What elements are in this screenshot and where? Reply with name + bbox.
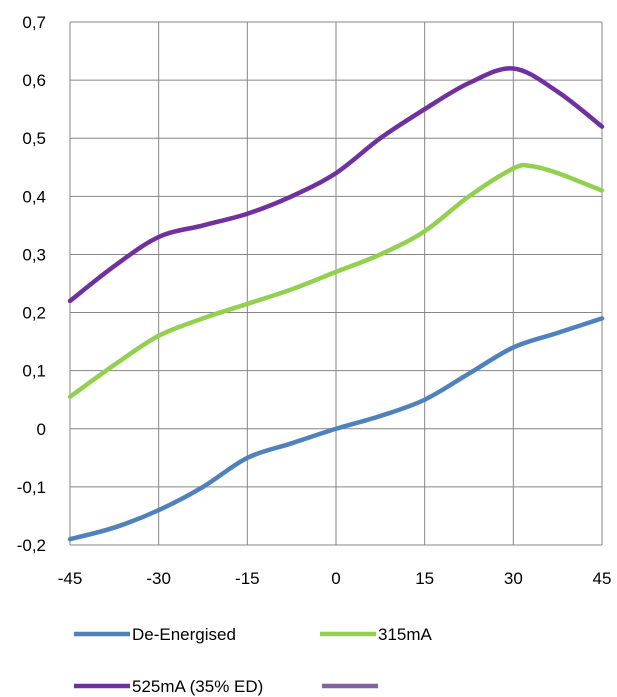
series-line-2 xyxy=(67,66,605,304)
legend-label-2: 525mA (35% ED) xyxy=(132,677,263,696)
legend-label-1: 315mA xyxy=(378,625,433,644)
x-tick-label: -30 xyxy=(146,569,171,588)
x-tick-label: -45 xyxy=(58,569,83,588)
y-tick-label: 0,3 xyxy=(22,245,46,264)
chart-series xyxy=(67,66,605,542)
x-tick-label: 30 xyxy=(504,569,523,588)
x-tick-label: 15 xyxy=(415,569,434,588)
y-tick-label: -0,1 xyxy=(17,478,46,497)
y-tick-label: 0,7 xyxy=(22,13,46,32)
y-tick-label: 0,2 xyxy=(22,304,46,323)
y-tick-label: -0,2 xyxy=(17,536,46,555)
y-tick-label: 0,5 xyxy=(22,129,46,148)
y-tick-label: 0,1 xyxy=(22,362,46,381)
y-tick-label: 0,4 xyxy=(22,187,46,206)
legend-label-0: De-Energised xyxy=(132,625,236,644)
y-tick-label: 0,6 xyxy=(22,71,46,90)
series-line-1 xyxy=(67,162,605,400)
x-tick-label: 0 xyxy=(331,569,340,588)
y-tick-label: 0 xyxy=(37,420,46,439)
chart-grid xyxy=(69,21,603,546)
series-line-0 xyxy=(67,316,605,542)
x-axis-tick-labels: -45 -30 -15 0 15 30 45 xyxy=(58,569,612,588)
y-axis-tick-labels: -0,2 -0,1 0 0,1 0,2 0,3 0,4 0,5 0,6 0,7 xyxy=(17,13,46,555)
x-tick-label: 45 xyxy=(593,569,612,588)
x-tick-label: -15 xyxy=(235,569,260,588)
chart-legend: De-Energised 315mA 525mA (35% ED) xyxy=(74,625,433,696)
